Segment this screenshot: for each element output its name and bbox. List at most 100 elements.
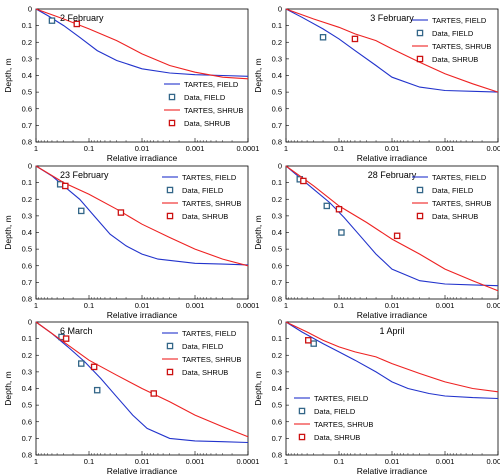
x-tick-label: 0.1 xyxy=(334,301,344,310)
x-tick-label: 0.01 xyxy=(385,457,400,466)
x-tick-label: 0.0001 xyxy=(487,144,500,153)
x-tick-label: 0.1 xyxy=(84,457,94,466)
y-tick-label: 0.6 xyxy=(272,104,282,113)
legend-label: TARTES, SHRUB xyxy=(432,199,491,208)
y-tick-label: 0.7 xyxy=(272,434,282,443)
y-tick-label: 0.4 xyxy=(22,228,32,237)
y-axis-label: Depth, m xyxy=(3,215,13,250)
y-tick-label: 0.7 xyxy=(272,121,282,130)
data-marker xyxy=(73,20,81,28)
series-line xyxy=(35,321,249,438)
series-line xyxy=(35,165,249,267)
chart-title: 2 February xyxy=(60,13,104,23)
x-tick-label: 0.001 xyxy=(186,144,205,153)
y-tick-label: 0.5 xyxy=(22,88,32,97)
y-tick-label: 0.1 xyxy=(22,334,32,343)
chart-panel: 0 0.1 0.2 0.3 0.4 0.5 0.6 0.7 0.81 0.1 0.01 0.001 0.… xyxy=(3,318,259,475)
x-tick-label: 1 xyxy=(284,301,288,310)
x-tick-label: 1 xyxy=(34,457,38,466)
y-tick-label: 0.2 xyxy=(22,351,32,360)
y-tick-label: 0.8 xyxy=(272,451,282,460)
x-tick-label: 1 xyxy=(34,301,38,310)
series-line xyxy=(35,321,249,444)
x-tick-label: 0.001 xyxy=(436,144,455,153)
x-tick-label: 1 xyxy=(284,457,288,466)
legend-label: Data, SHRUB xyxy=(432,212,478,221)
data-marker xyxy=(93,386,101,394)
y-tick-label: 0.4 xyxy=(22,384,32,393)
legend-label: Data, SHRUB xyxy=(182,368,228,377)
y-tick-label: 0.1 xyxy=(22,21,32,30)
y-tick-label: 0.4 xyxy=(272,384,282,393)
legend-label: TARTES, FIELD xyxy=(432,173,487,182)
chart-panel: 0 0.1 0.2 0.3 0.4 0.5 0.6 0.7 0.81 0.1 0.01 0.001 0.… xyxy=(253,162,500,320)
x-tick-label: 0.001 xyxy=(436,301,455,310)
y-tick-label: 0.1 xyxy=(22,178,32,187)
x-tick-label: 0.01 xyxy=(135,144,150,153)
series-line xyxy=(285,321,499,400)
y-tick-label: 0.8 xyxy=(272,295,282,304)
y-tick-label: 0 xyxy=(278,162,282,171)
legend-label: TARTES, SHRUB xyxy=(314,420,373,429)
data-marker xyxy=(305,337,312,344)
data-marker xyxy=(62,335,70,342)
legend-swatch-marker xyxy=(166,186,174,194)
y-tick-label: 0.5 xyxy=(272,401,282,410)
y-tick-label: 0.2 xyxy=(22,38,32,47)
y-tick-label: 0.5 xyxy=(22,401,32,410)
legend-label: Data, SHRUB xyxy=(182,212,228,221)
y-tick-label: 0.6 xyxy=(22,417,32,426)
y-tick-label: 0.3 xyxy=(22,367,32,376)
y-tick-label: 0.2 xyxy=(272,195,282,204)
y-axis-label: Depth, m xyxy=(253,215,263,250)
y-tick-label: 0 xyxy=(28,318,32,327)
chart-title: 23 February xyxy=(60,170,109,180)
y-tick-label: 0.6 xyxy=(272,417,282,426)
series-line xyxy=(285,165,499,287)
y-axis-label: Depth, m xyxy=(253,58,263,93)
legend-swatch-marker xyxy=(168,93,176,101)
data-marker xyxy=(117,209,125,216)
y-tick-label: 0 xyxy=(278,5,282,14)
y-axis-label: Depth, m xyxy=(253,371,263,406)
legend-swatch-marker xyxy=(166,212,174,220)
data-marker xyxy=(150,390,158,397)
legend-swatch-marker xyxy=(298,433,306,441)
y-tick-label: 0.7 xyxy=(22,434,32,443)
legend-label: TARTES, SHRUB xyxy=(184,106,243,115)
x-tick-label: 0.1 xyxy=(334,457,344,466)
y-tick-label: 0.3 xyxy=(22,211,32,220)
legend-swatch-marker xyxy=(416,212,424,220)
y-tick-label: 0.6 xyxy=(272,261,282,270)
legend-swatch-marker xyxy=(298,407,306,415)
legend-swatch-marker xyxy=(416,55,424,63)
y-tick-label: 0.8 xyxy=(272,138,282,147)
y-tick-label: 0.5 xyxy=(272,245,282,254)
series-line xyxy=(285,8,499,93)
y-tick-label: 0.1 xyxy=(272,178,282,187)
x-tick-label: 0.1 xyxy=(84,301,94,310)
x-tick-label: 0.1 xyxy=(334,144,344,153)
y-tick-label: 0.3 xyxy=(272,211,282,220)
y-tick-label: 0.5 xyxy=(22,245,32,254)
data-marker xyxy=(48,17,56,24)
x-tick-label: 0.001 xyxy=(436,457,455,466)
x-tick-label: 0.001 xyxy=(186,301,205,310)
x-tick-label: 0.01 xyxy=(135,457,150,466)
data-marker xyxy=(78,207,85,215)
legend-label: TARTES, SHRUB xyxy=(432,42,491,51)
y-tick-label: 0.8 xyxy=(22,451,32,460)
y-tick-label: 0.4 xyxy=(22,71,32,80)
data-marker xyxy=(78,360,85,367)
x-tick-label: 1 xyxy=(284,144,288,153)
legend-swatch-marker xyxy=(168,119,176,127)
y-tick-label: 0.2 xyxy=(272,351,282,360)
legend-label: Data, FIELD xyxy=(314,407,356,416)
legend-label: Data, FIELD xyxy=(182,342,224,351)
x-axis-label: Relative irradiance xyxy=(357,153,428,163)
legend-label: Data, FIELD xyxy=(432,186,474,195)
data-marker xyxy=(56,181,64,188)
chart-title: 3 February xyxy=(370,13,414,23)
data-marker xyxy=(62,182,69,190)
